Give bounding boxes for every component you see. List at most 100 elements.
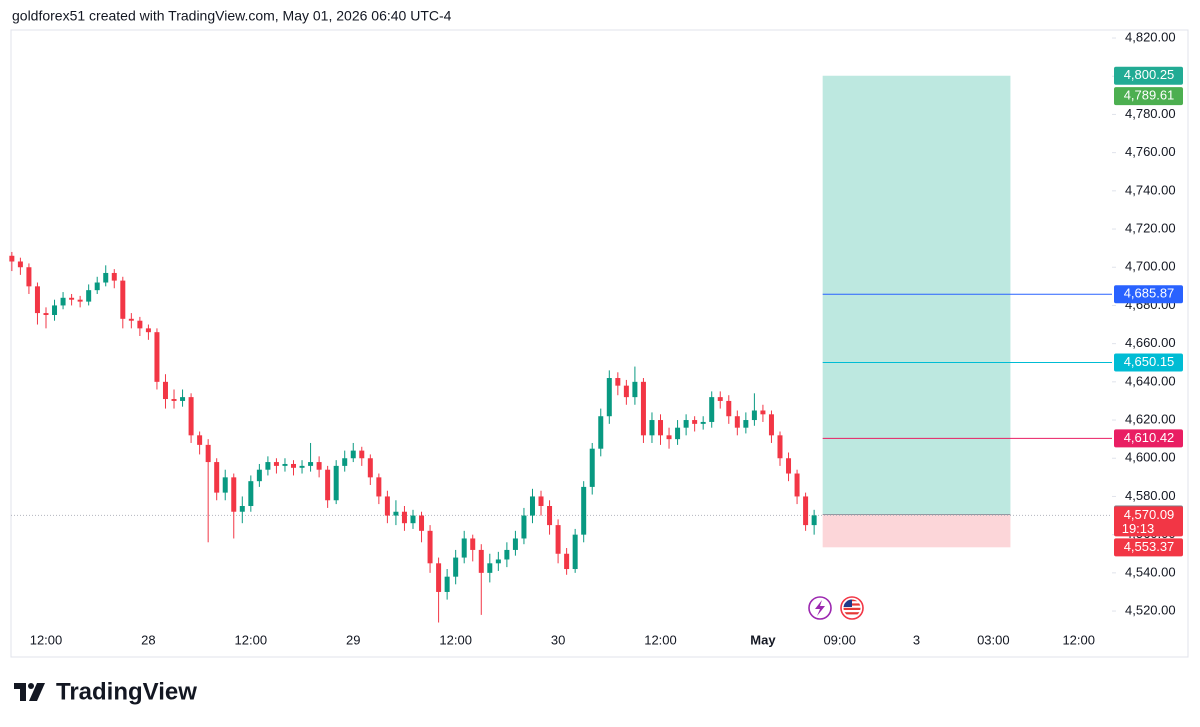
candle-body [521, 515, 527, 539]
candle-body [470, 538, 476, 550]
x-tick-label: 12:00 [30, 632, 63, 647]
candle-body [709, 397, 715, 422]
candle-body [786, 458, 792, 474]
y-tick-label: 4,620.00 [1125, 411, 1176, 426]
y-tick-label: 4,760.00 [1125, 144, 1176, 159]
candle-body [495, 559, 501, 564]
candle-body [717, 397, 723, 401]
candle-body [188, 397, 194, 436]
candle-body [43, 313, 49, 315]
candle-body [453, 557, 459, 577]
candle-body [555, 525, 561, 554]
candle-body [94, 282, 100, 291]
candle-body [282, 463, 288, 466]
event-icons [808, 596, 864, 620]
candle-body [9, 255, 15, 262]
candle-body [34, 286, 40, 314]
candle-body [811, 515, 817, 526]
candle-body [734, 416, 740, 428]
candle-body [547, 506, 553, 526]
candle-body [316, 462, 322, 470]
candle-body [683, 420, 689, 428]
candle-body [154, 332, 160, 382]
candle-body [256, 469, 262, 482]
lightning-icon [815, 600, 825, 616]
y-tick-label: 4,700.00 [1125, 259, 1176, 274]
candle-body [794, 473, 800, 497]
candle-body [478, 549, 484, 573]
x-tick-label: 12:00 [644, 632, 677, 647]
candle-body [436, 563, 442, 592]
candle-body [359, 450, 365, 459]
brand: TradingView [56, 678, 197, 705]
candle-body [529, 496, 535, 516]
candle-body [239, 506, 245, 512]
candle-body [803, 496, 809, 526]
y-tick-label: 4,720.00 [1125, 220, 1176, 235]
x-tick-label: 30 [551, 632, 565, 647]
candle-body [751, 410, 757, 421]
y-tick-label: 4,660.00 [1125, 335, 1176, 350]
chart-title: goldforex51 created with TradingView.com… [12, 8, 452, 24]
candle-body [350, 450, 356, 459]
candle-body [768, 414, 774, 436]
price-label-box [1114, 353, 1183, 372]
candle-body [461, 538, 467, 558]
price-label: 4,570.09 [1124, 507, 1175, 522]
y-tick-label: 4,600.00 [1125, 450, 1176, 465]
candle-body [564, 553, 570, 570]
candle-body [384, 496, 390, 516]
price-labels: 4,800.25 4,789.61 4,685.87 4,650.15 4,610.42… [1114, 66, 1183, 557]
candle-body [760, 410, 766, 415]
candle-body [273, 462, 279, 466]
y-tick-label: 4,640.00 [1125, 373, 1176, 388]
candle-body [248, 481, 254, 506]
price-label: 4,685.87 [1124, 286, 1175, 301]
candle-body [137, 320, 143, 329]
candle-body [606, 378, 612, 417]
candle-body [623, 385, 629, 398]
x-tick-label: 09:00 [823, 632, 856, 647]
x-tick-label: 12:00 [1062, 632, 1095, 647]
y-tick-label: 4,780.00 [1125, 106, 1176, 121]
candles [9, 251, 817, 623]
candle-body [419, 515, 425, 531]
candle-body [675, 427, 681, 440]
candle-body [231, 477, 237, 512]
candle-body [86, 290, 92, 302]
candle-body [77, 299, 83, 302]
price-label-box [1114, 66, 1183, 85]
y-tick-label: 4,540.00 [1125, 564, 1176, 579]
x-tick-label: 3 [913, 632, 920, 647]
candle-body [692, 420, 698, 424]
candle-body [145, 328, 151, 333]
candle-body [180, 397, 186, 401]
candle-body [538, 496, 544, 506]
candle-body [103, 272, 109, 283]
price-label-box [1114, 538, 1183, 557]
x-tick-label: 12:00 [235, 632, 268, 647]
candle-body [111, 272, 117, 281]
logo-mark [14, 683, 26, 701]
price-label: 4,800.25 [1124, 67, 1175, 82]
candle-body [214, 462, 220, 493]
x-tick-label: 12:00 [439, 632, 472, 647]
candle-body [427, 530, 433, 564]
candle-body [197, 435, 203, 445]
y-tick-label: 4,520.00 [1125, 602, 1176, 617]
candle-body [342, 458, 348, 466]
chart-frame [10, 29, 1189, 658]
candle-body [700, 421, 706, 424]
y-tick-label: 4,580.00 [1125, 488, 1176, 503]
candle-body [393, 511, 399, 516]
candle-body [291, 463, 297, 468]
candle-body [17, 261, 23, 268]
x-tick-label: 03:00 [977, 632, 1010, 647]
candle-body [325, 469, 331, 501]
zones [11, 75, 1112, 548]
us-flag [843, 599, 861, 617]
candle-body [640, 381, 646, 436]
candle-body [171, 399, 177, 401]
candle-body [299, 465, 305, 468]
loss-zone [822, 514, 1011, 548]
